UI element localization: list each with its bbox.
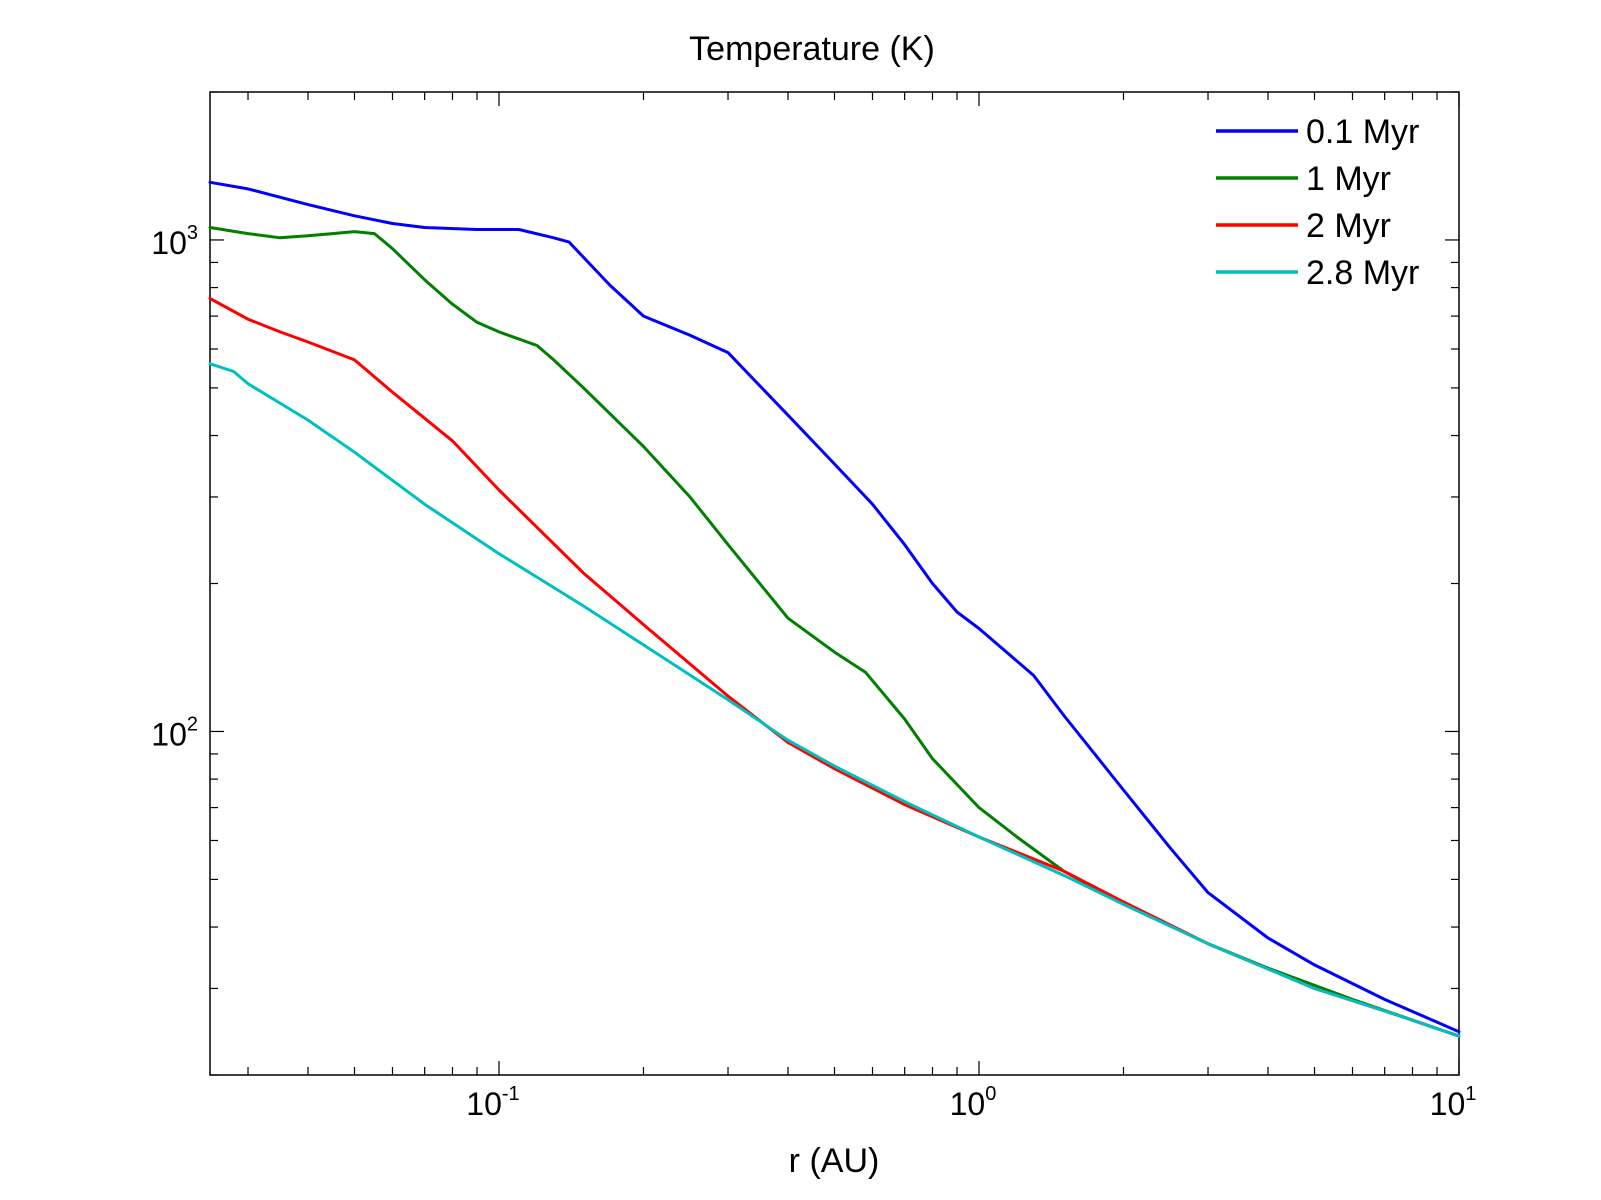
y-tick-label-base: 10: [151, 225, 187, 261]
x-tick-label: 10-1: [466, 1083, 519, 1122]
x-tick-label-base: 10: [950, 1086, 986, 1122]
legend-label-2: 1 Myr: [1306, 160, 1391, 198]
x-tick-label-exponent: 0: [985, 1083, 996, 1105]
y-tick-label-exponent: 3: [187, 222, 198, 244]
x-axis-label: r (AU): [789, 1142, 880, 1180]
y-tick-label-base: 10: [151, 716, 187, 752]
x-tick-label-exponent: 1: [1465, 1083, 1476, 1105]
plot-area: [209, 91, 1460, 1076]
y-tick-label-exponent: 2: [187, 713, 198, 735]
data-series: [208, 180, 1461, 1038]
axis-ticks: [210, 91, 1460, 1076]
x-tick-label-base: 10: [1430, 1086, 1466, 1122]
series-line-1: [208, 180, 1461, 1034]
chart-title: Temperature (K): [689, 30, 935, 68]
series-line-4: [208, 362, 1461, 1038]
legend: 0.1 Myr 1 Myr 2 Myr 2.8 Myr: [1216, 113, 1419, 292]
legend-label-1: 0.1 Myr: [1306, 113, 1419, 151]
x-tick-label-exponent: -1: [502, 1083, 520, 1105]
legend-label-3: 2 Myr: [1306, 207, 1391, 245]
legend-label-4: 2.8 Myr: [1306, 254, 1419, 292]
x-tick-label: 100: [950, 1083, 997, 1122]
x-tick-label: 101: [1430, 1083, 1477, 1122]
x-tick-label-base: 10: [466, 1086, 502, 1122]
y-tick-label: 102: [151, 713, 198, 752]
y-tick-label: 103: [151, 222, 198, 261]
